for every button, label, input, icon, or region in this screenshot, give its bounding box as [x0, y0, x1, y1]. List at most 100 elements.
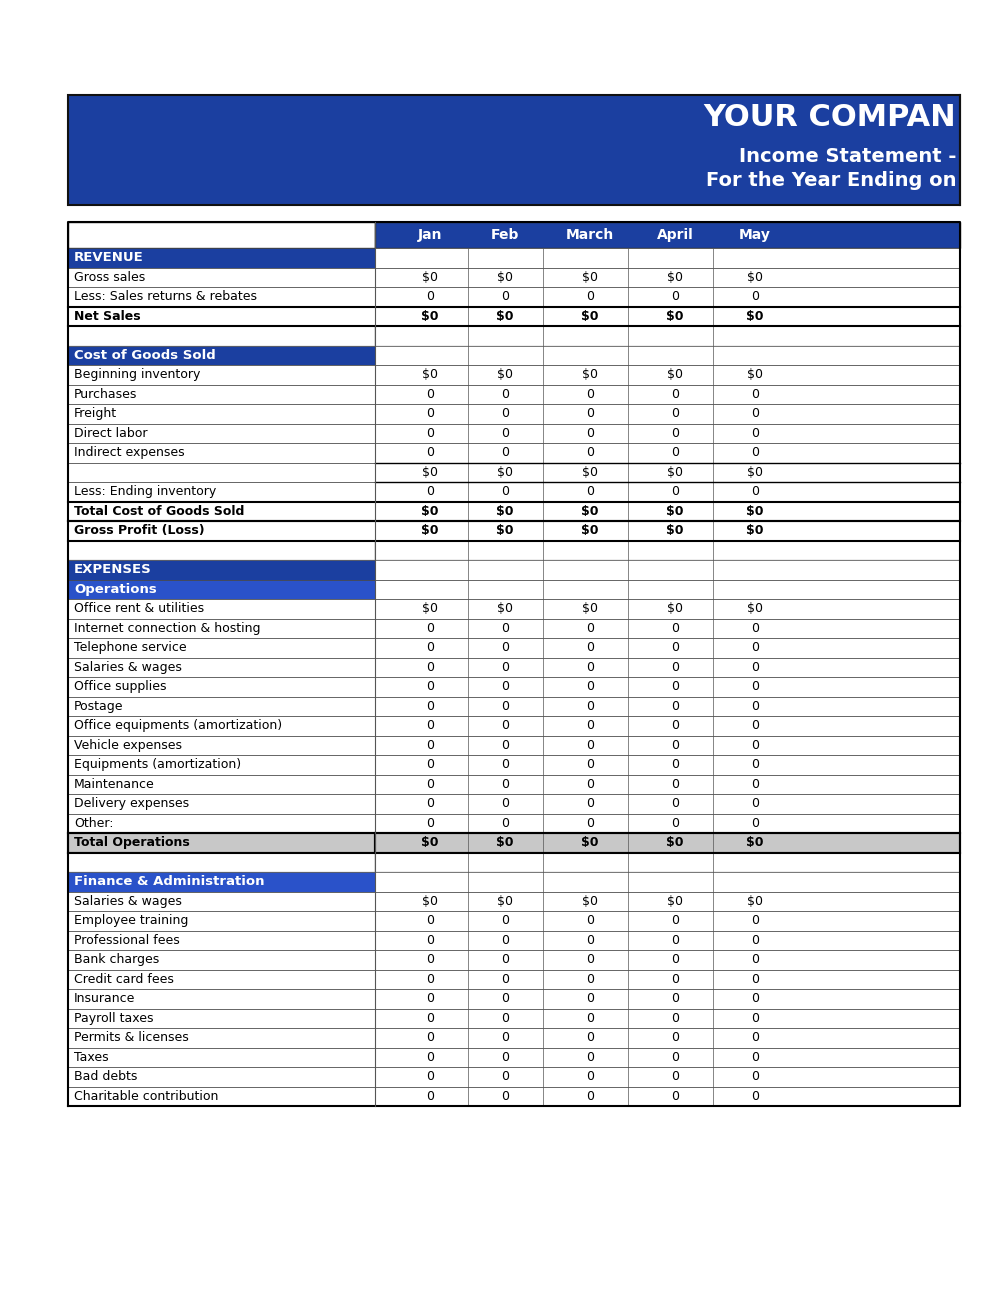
Text: 0: 0: [501, 953, 509, 966]
Bar: [375, 599, 960, 618]
Text: $0: $0: [497, 895, 513, 908]
Text: 0: 0: [671, 992, 679, 1005]
Text: 0: 0: [671, 720, 679, 733]
Text: 0: 0: [671, 485, 679, 498]
Text: $0: $0: [496, 310, 514, 322]
Text: Total Operations: Total Operations: [74, 836, 190, 849]
Text: 0: 0: [586, 934, 594, 947]
Bar: [68, 677, 375, 697]
Text: 0: 0: [426, 446, 434, 459]
Bar: [68, 95, 960, 205]
Text: 0: 0: [586, 446, 594, 459]
Bar: [375, 423, 960, 442]
Bar: [375, 970, 960, 989]
Text: 0: 0: [586, 1051, 594, 1064]
Bar: [375, 463, 960, 482]
Text: Charitable contribution: Charitable contribution: [74, 1090, 218, 1103]
Text: 0: 0: [586, 680, 594, 693]
Text: $0: $0: [667, 602, 683, 615]
Bar: [375, 267, 960, 286]
Text: 0: 0: [426, 973, 434, 986]
Bar: [375, 989, 960, 1009]
Text: $0: $0: [666, 310, 684, 322]
Text: $0: $0: [582, 271, 598, 284]
Text: For the Year Ending on: For the Year Ending on: [706, 172, 956, 190]
Bar: [68, 365, 375, 384]
Text: 0: 0: [671, 622, 679, 635]
Bar: [375, 872, 960, 891]
Bar: [68, 404, 375, 423]
Bar: [375, 404, 960, 423]
Text: $0: $0: [582, 466, 598, 479]
Text: 0: 0: [501, 680, 509, 693]
Bar: [375, 755, 960, 774]
Text: 0: 0: [751, 934, 759, 947]
Bar: [68, 521, 375, 541]
Text: 0: 0: [426, 290, 434, 303]
Bar: [375, 1028, 960, 1047]
Text: $0: $0: [496, 524, 514, 537]
Text: 0: 0: [426, 622, 434, 635]
Text: $0: $0: [746, 310, 764, 322]
Text: Office equipments (amortization): Office equipments (amortization): [74, 720, 282, 733]
Text: $0: $0: [666, 836, 684, 849]
Text: $0: $0: [747, 895, 763, 908]
Text: April: April: [657, 228, 693, 243]
Text: $0: $0: [422, 368, 438, 382]
Text: Permits & licenses: Permits & licenses: [74, 1031, 189, 1044]
Text: $0: $0: [666, 504, 684, 517]
Text: Finance & Administration: Finance & Administration: [74, 875, 264, 889]
Bar: [68, 872, 375, 891]
Bar: [375, 560, 960, 579]
Text: $0: $0: [747, 271, 763, 284]
Text: $0: $0: [582, 602, 598, 615]
Text: 0: 0: [501, 739, 509, 752]
Bar: [68, 618, 375, 639]
Text: 0: 0: [586, 720, 594, 733]
Text: $0: $0: [422, 895, 438, 908]
Text: Less: Ending inventory: Less: Ending inventory: [74, 485, 216, 498]
Text: EXPENSES: EXPENSES: [74, 564, 152, 577]
Text: Net Sales: Net Sales: [74, 310, 141, 322]
Text: 0: 0: [501, 817, 509, 829]
Text: 0: 0: [426, 915, 434, 928]
Bar: [375, 1067, 960, 1086]
Text: $0: $0: [581, 836, 599, 849]
Text: Bad debts: Bad debts: [74, 1071, 137, 1084]
Text: 0: 0: [586, 660, 594, 673]
Text: 0: 0: [501, 290, 509, 303]
Text: 0: 0: [426, 720, 434, 733]
Text: 0: 0: [586, 778, 594, 791]
Text: 0: 0: [751, 680, 759, 693]
Text: 0: 0: [751, 720, 759, 733]
Text: $0: $0: [497, 271, 513, 284]
Bar: [68, 442, 375, 463]
Text: 0: 0: [671, 660, 679, 673]
Text: 0: 0: [501, 1090, 509, 1103]
Text: Payroll taxes: Payroll taxes: [74, 1011, 154, 1024]
Bar: [375, 346, 960, 365]
Bar: [375, 1047, 960, 1067]
Bar: [68, 463, 375, 482]
Text: 0: 0: [501, 973, 509, 986]
Text: 0: 0: [751, 1011, 759, 1024]
Bar: [68, 735, 375, 755]
Text: 0: 0: [426, 934, 434, 947]
Text: REVENUE: REVENUE: [74, 252, 144, 264]
Text: 0: 0: [586, 739, 594, 752]
Bar: [375, 541, 960, 560]
Text: 0: 0: [671, 934, 679, 947]
Bar: [375, 482, 960, 502]
Text: $0: $0: [497, 466, 513, 479]
Bar: [375, 521, 960, 541]
Text: $0: $0: [582, 895, 598, 908]
Text: 0: 0: [501, 778, 509, 791]
Text: Jan: Jan: [418, 228, 442, 243]
Text: 0: 0: [751, 1051, 759, 1064]
Bar: [375, 248, 960, 267]
Text: Postage: Postage: [74, 699, 124, 713]
Text: May: May: [739, 228, 771, 243]
Text: Telephone service: Telephone service: [74, 641, 187, 654]
Text: 0: 0: [426, 992, 434, 1005]
Text: 0: 0: [751, 915, 759, 928]
